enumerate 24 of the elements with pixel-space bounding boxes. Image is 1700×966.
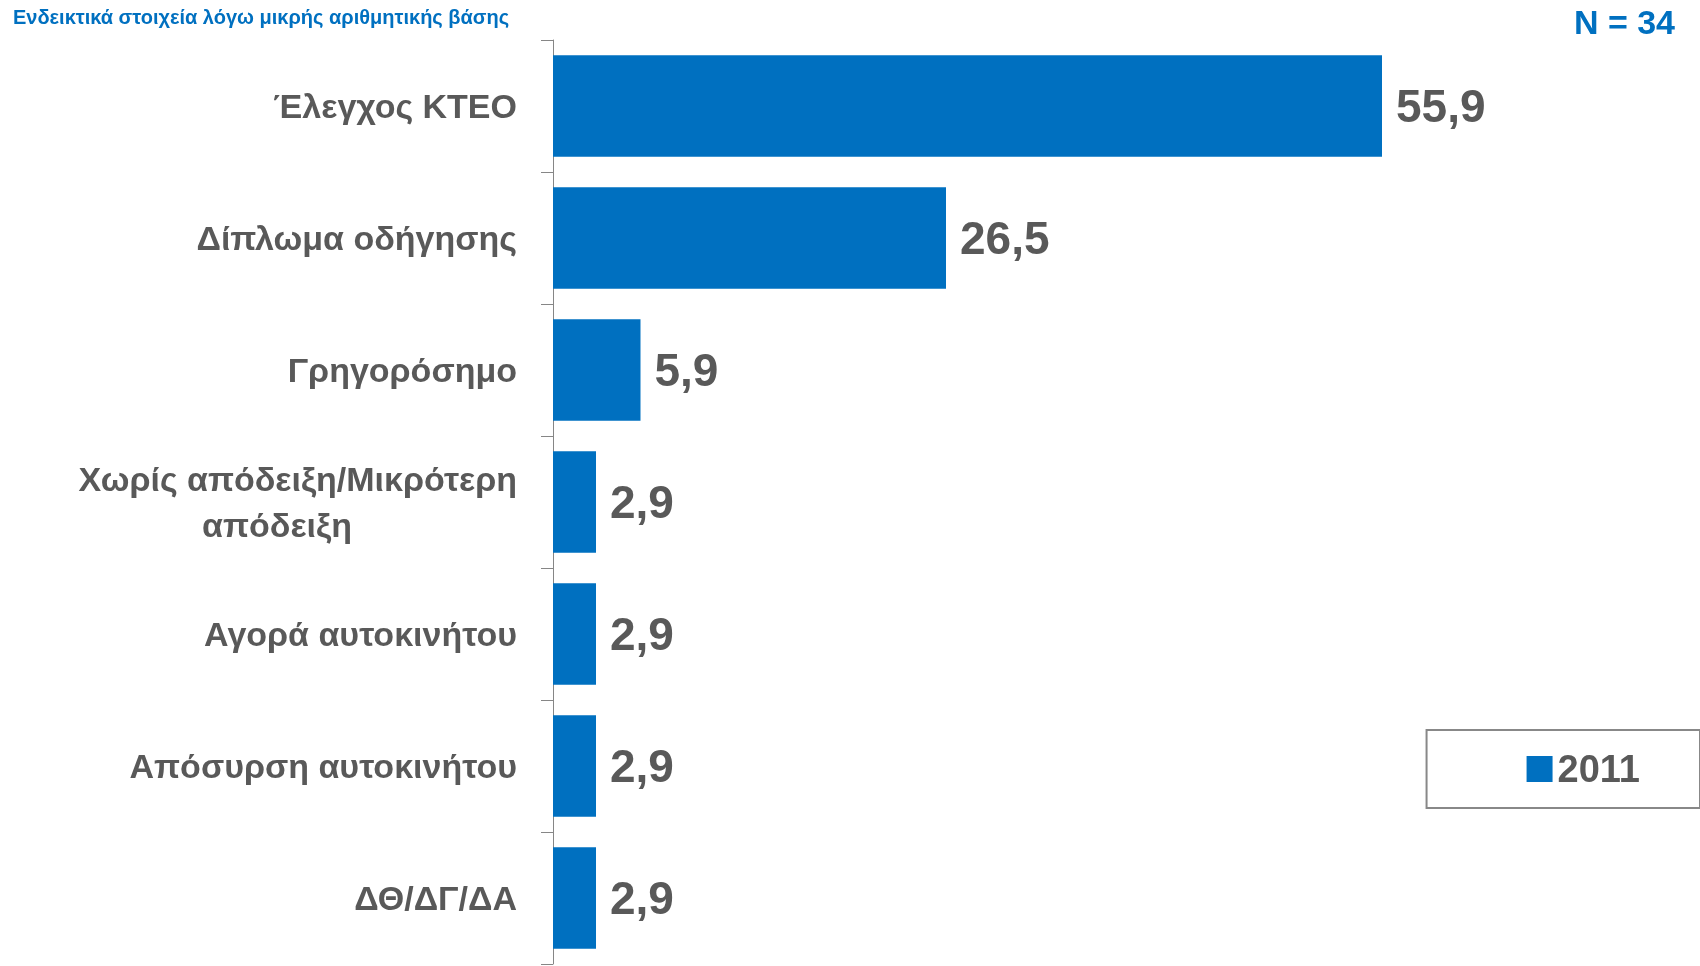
text: Ενδεικτικά στοιχεία λόγω μικρής αριθμητικής βάσης [13, 6, 510, 28]
y-tick-label: Χωρίς απόδειξη/Μικρότερη απόδειξη [78, 460, 517, 544]
y-tick-label: Απόσυρση αυτοκινήτου [129, 747, 517, 785]
data-label: 2,9 [610, 476, 674, 528]
y-tick-label: Δίπλωμα οδήγησης [196, 219, 517, 257]
bar [553, 319, 641, 421]
data-label: 2,9 [610, 740, 674, 792]
y-tick-label: Γρηγορόσημο [287, 351, 517, 389]
bar [553, 187, 946, 289]
bar [553, 451, 597, 553]
y-tick-label: Αγορά αυτοκινήτου [204, 615, 517, 653]
bar [553, 55, 1382, 157]
y-tick-label: ΔΘ/ΔΓ/ΔΑ [354, 879, 517, 917]
data-label: 2,9 [610, 872, 674, 924]
text: N = 34 [1573, 3, 1676, 41]
legend-label: 2011 [1557, 748, 1641, 790]
bar [553, 715, 597, 817]
bar [553, 583, 597, 685]
data-label: 2,9 [610, 608, 674, 660]
data-label: 55,9 [1396, 80, 1486, 132]
y-tick-label: Έλεγχος ΚΤΕΟ [273, 87, 517, 125]
data-label: 5,9 [654, 344, 719, 396]
bar [553, 847, 597, 949]
data-label: 26,5 [960, 212, 1050, 264]
